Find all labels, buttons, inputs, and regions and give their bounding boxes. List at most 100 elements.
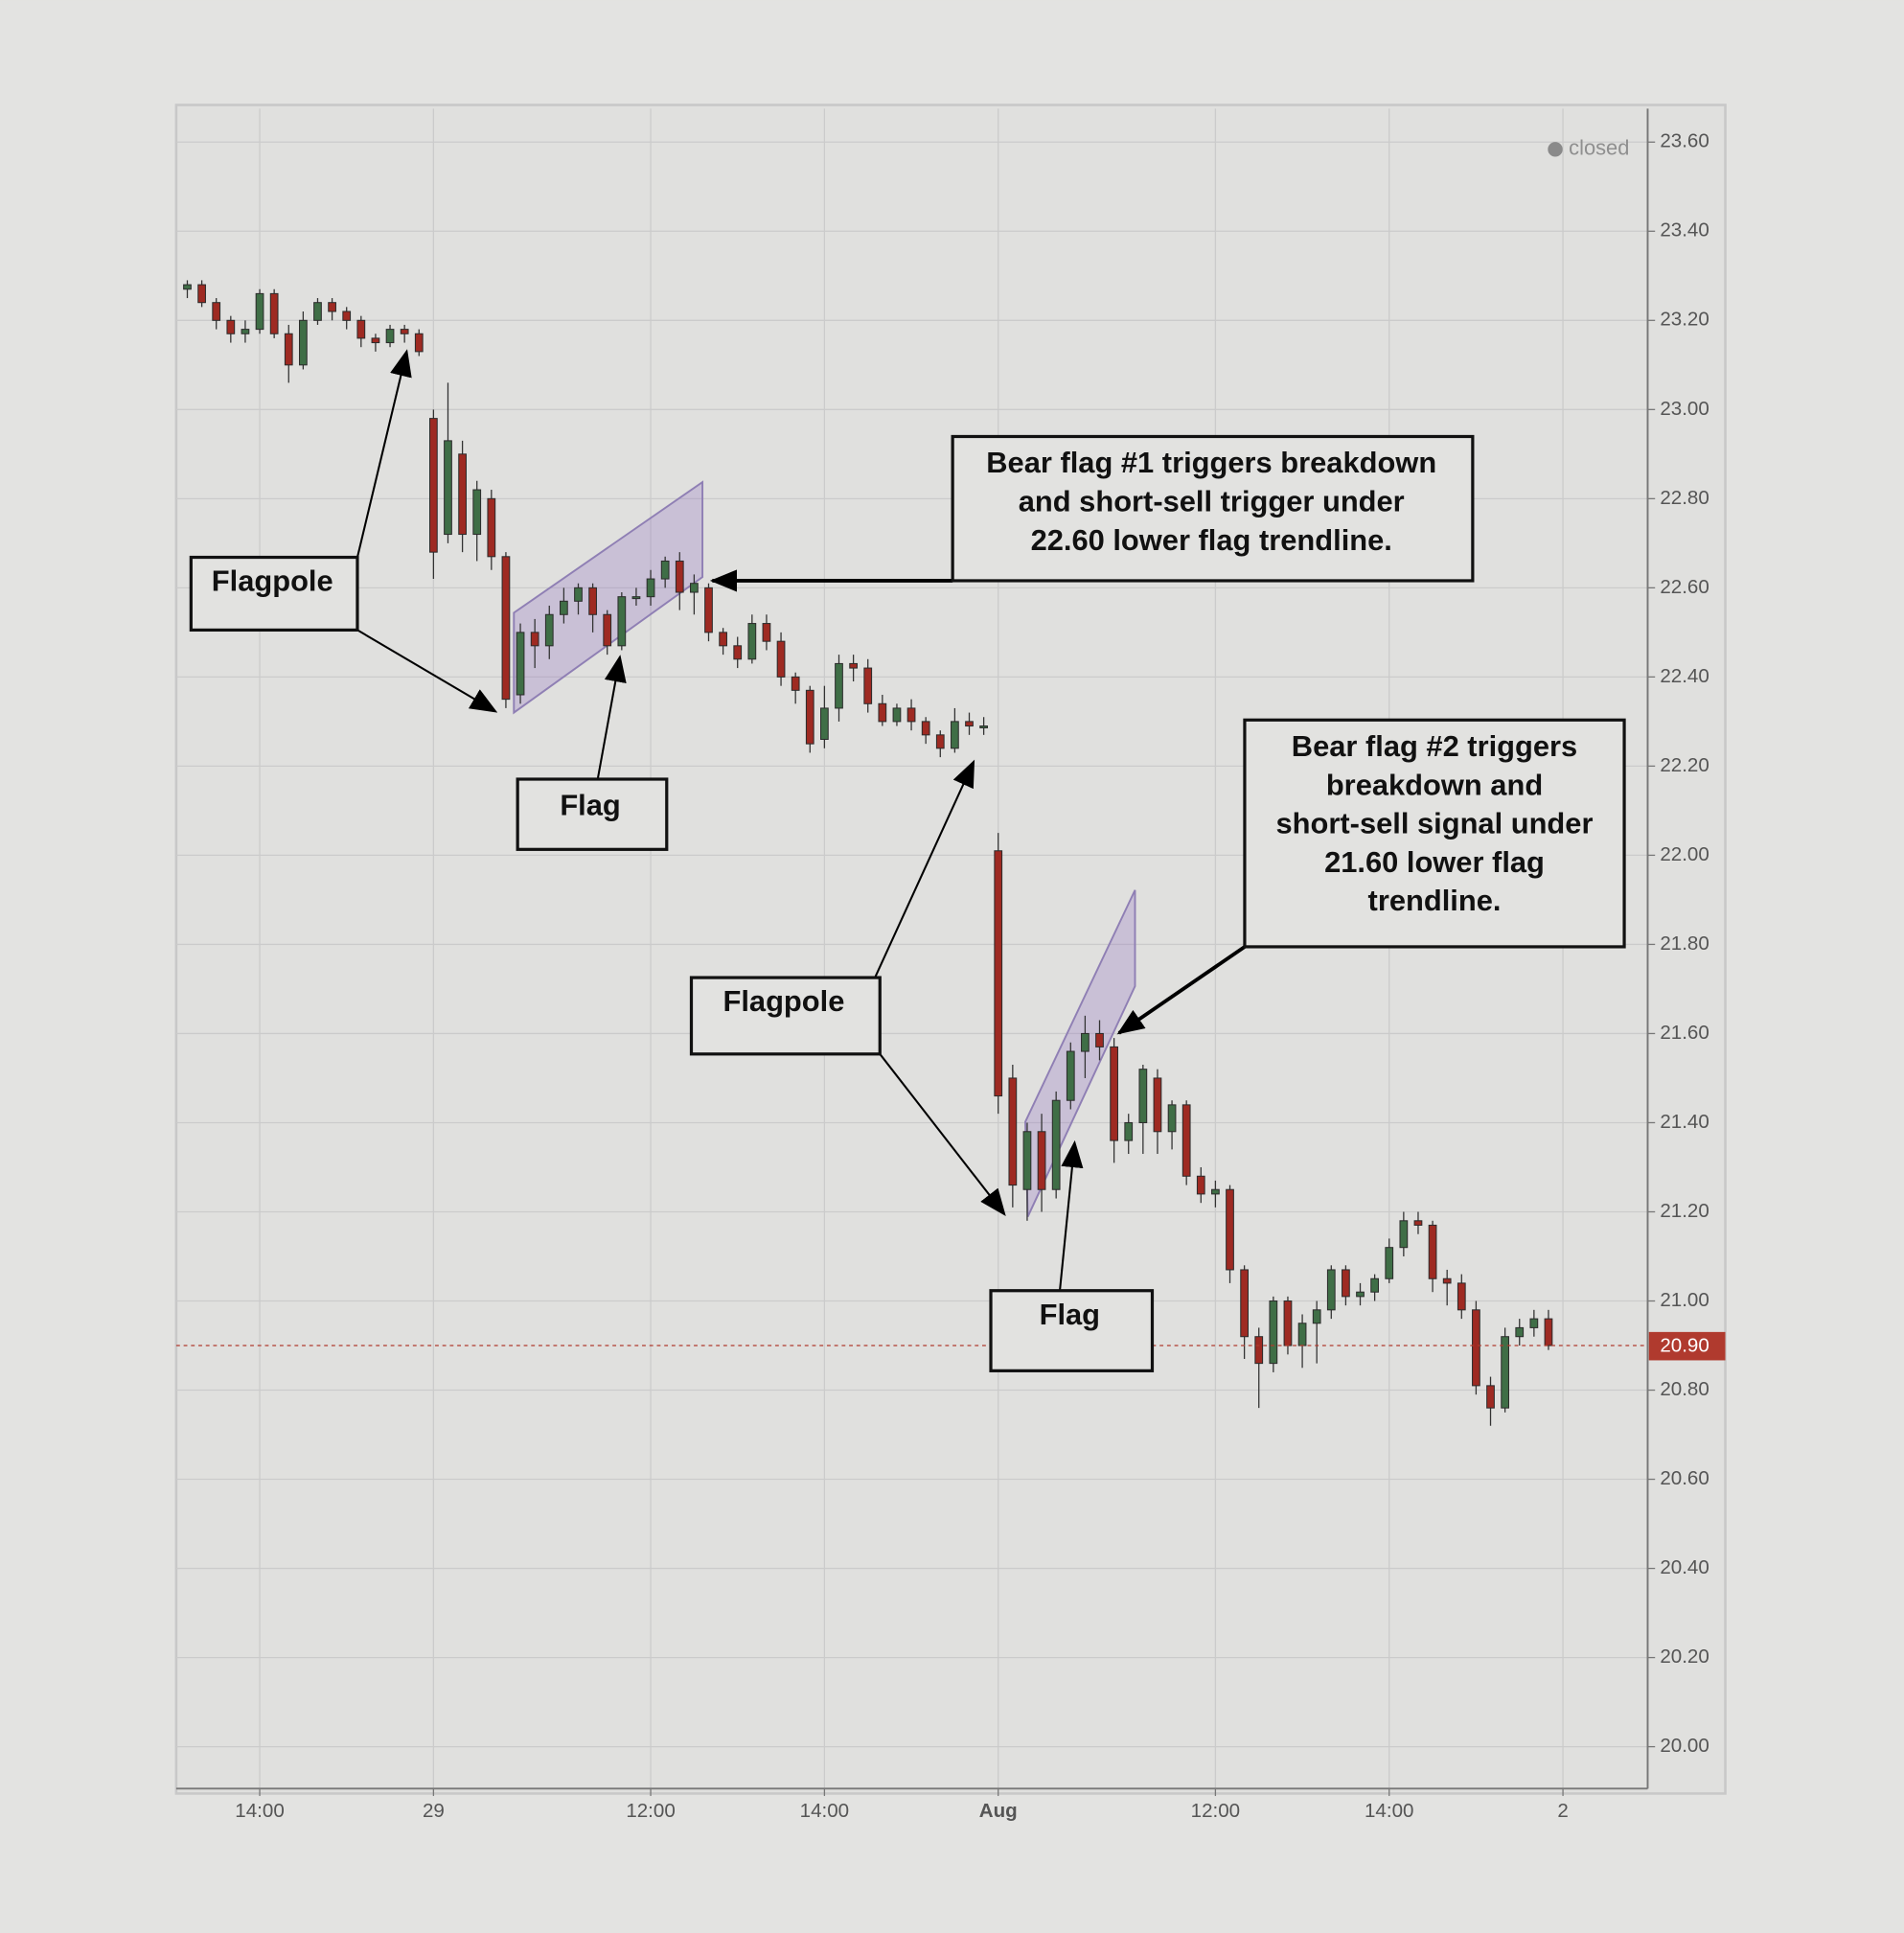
candle-body	[255, 292, 264, 331]
candle-body	[487, 497, 496, 558]
y-tick-label: 20.80	[1660, 1378, 1709, 1400]
y-tick-label: 22.40	[1660, 665, 1709, 687]
candle-body	[371, 337, 380, 344]
candle-body	[414, 333, 424, 353]
candle-body	[1240, 1269, 1249, 1338]
candle-body	[1342, 1269, 1350, 1298]
candle-body	[1544, 1318, 1553, 1346]
annotation-text: Bear flag #1 triggers breakdown	[986, 446, 1436, 479]
candle-body	[400, 329, 409, 334]
y-tick-label: 23.00	[1660, 398, 1709, 420]
candle-body	[1110, 1046, 1118, 1141]
arrow	[1116, 945, 1247, 1035]
candle-body	[588, 587, 597, 615]
candle-body	[820, 707, 829, 741]
candle-body	[1211, 1188, 1220, 1195]
annotation-text: short-sell signal under	[1276, 807, 1594, 840]
last-price-badge	[1648, 1331, 1726, 1361]
candle-body	[935, 734, 945, 749]
candle-body	[617, 596, 627, 647]
annotation-text: Flagpole	[723, 984, 845, 1018]
candle-body	[646, 578, 655, 598]
candle-body	[1312, 1309, 1321, 1324]
x-tick-label: 14:00	[1365, 1800, 1413, 1822]
arrow	[879, 1053, 1006, 1217]
status-dot	[1548, 142, 1563, 157]
arrow	[356, 629, 498, 713]
candle-body	[791, 676, 800, 691]
candle-body	[994, 850, 1003, 1097]
axes: 20.00 20.20 20.40 20.60 20.80 21.00 21.20 21.40…	[175, 108, 1726, 1822]
candle-body	[921, 721, 930, 736]
candle-body	[1297, 1323, 1307, 1346]
candle-body	[560, 600, 568, 615]
candle-body	[762, 623, 771, 642]
y-tick-label: 21.40	[1660, 1111, 1709, 1133]
candle-body	[183, 284, 192, 290]
arrow	[874, 759, 975, 978]
candle-body	[1153, 1077, 1162, 1133]
candle-body	[719, 632, 727, 647]
candle-body	[241, 329, 250, 334]
annotation-text: 22.60 lower flag trendline.	[1031, 523, 1392, 557]
annotation-box	[1243, 718, 1626, 949]
candle-body	[1515, 1326, 1525, 1338]
candle-body	[965, 721, 974, 727]
candle-body	[212, 302, 221, 321]
candle-body	[1399, 1220, 1409, 1249]
x-tick-label: 29	[423, 1800, 445, 1822]
y-tick-label: 20.40	[1660, 1556, 1709, 1578]
x-tick-label: 14:00	[800, 1800, 849, 1822]
y-tick-label: 22.20	[1660, 754, 1709, 776]
candle-body	[1370, 1277, 1379, 1293]
candle-body	[690, 583, 699, 593]
status-label: closed	[1569, 136, 1629, 160]
candle-body	[1472, 1309, 1480, 1387]
y-tick-label: 20.00	[1660, 1735, 1709, 1757]
candle-body	[356, 319, 366, 339]
candle-body	[284, 333, 293, 366]
candle-body	[951, 721, 959, 749]
candle-body	[1138, 1069, 1148, 1123]
candle-body	[835, 662, 843, 709]
arrow	[596, 655, 627, 780]
candle-body	[1486, 1385, 1495, 1409]
x-tick-label: Aug	[979, 1800, 1018, 1822]
annotation-text: Flag	[1040, 1298, 1100, 1331]
candle-body	[530, 632, 539, 647]
candle-body	[1413, 1220, 1423, 1226]
annotation-text: and short-sell trigger under	[1019, 485, 1405, 518]
candle-body	[863, 667, 873, 704]
candle-body	[1051, 1099, 1061, 1190]
annotation-text: breakdown and	[1326, 768, 1543, 801]
candle-body	[1066, 1050, 1075, 1101]
candle-body	[1196, 1175, 1205, 1195]
candle-body	[878, 702, 887, 723]
last-price-label: 20.90	[1660, 1335, 1709, 1357]
annotation-text: Flag	[560, 789, 620, 822]
annotation-box	[689, 976, 882, 1056]
y-tick-label: 23.60	[1660, 130, 1709, 152]
candle-body	[805, 689, 814, 745]
candle-body	[313, 302, 322, 321]
candle-body	[1181, 1104, 1191, 1177]
candle-body	[385, 329, 395, 344]
annotation-text: 21.60 lower flag	[1324, 845, 1545, 879]
candle-body	[269, 292, 279, 334]
candle-body	[501, 556, 511, 701]
y-tick-label: 21.80	[1660, 932, 1709, 955]
candle-body	[1442, 1277, 1452, 1284]
candle-body	[1124, 1121, 1134, 1141]
candle-body	[342, 311, 352, 321]
candle-body	[197, 284, 206, 304]
candle-body	[1356, 1291, 1365, 1298]
candle-body	[1385, 1247, 1394, 1279]
candle-body	[733, 645, 743, 660]
annotation-text: trendline.	[1368, 884, 1502, 917]
candle-body	[429, 418, 438, 553]
flag-channel	[513, 480, 704, 715]
y-tick-label: 23.20	[1660, 309, 1709, 331]
candle-body	[849, 662, 858, 669]
